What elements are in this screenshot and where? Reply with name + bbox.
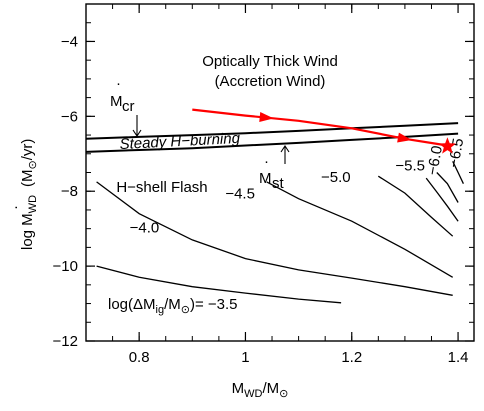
endpoint-star-marker <box>438 137 456 154</box>
contour-label: −5.5 <box>395 158 425 175</box>
evolution-track-line <box>192 108 448 147</box>
mcr-boundary-line <box>85 122 459 140</box>
mst-symbol: M <box>259 170 272 187</box>
contour-line <box>425 177 459 222</box>
contour-line <box>452 161 464 184</box>
mst-annotation: · M st <box>259 145 290 192</box>
hshell-flash-label: H−shell Flash <box>116 179 207 196</box>
y-tick-label: −12 <box>53 333 78 350</box>
contour-label: −6.0 <box>424 144 446 176</box>
x-tick-label: 1.2 <box>341 349 362 366</box>
x-axis-title: MWD/M⊙ <box>232 380 289 400</box>
y-axis-title: log MWD(M⊙/yr) · <box>7 139 39 250</box>
track-arrowhead <box>397 132 412 143</box>
contour-legend: log(ΔMig/M⊙)= −3.5 <box>108 296 238 316</box>
evolution-track <box>192 108 456 154</box>
x-tick-label: 1 <box>241 349 249 366</box>
contour-line <box>96 265 342 304</box>
steady-burning-label: Steady H−burning <box>119 130 241 153</box>
mcr-symbol: M <box>110 93 123 110</box>
mst-dot: · <box>264 153 269 170</box>
wind-label-line1: Optically Thick Wind <box>202 53 338 70</box>
ignition-mass-contours <box>96 161 464 304</box>
x-tick-label: 1.4 <box>448 349 469 366</box>
y-tick-label: −4 <box>61 33 78 50</box>
x-tick-label: 0.8 <box>129 349 150 366</box>
axis-ticks <box>86 4 474 342</box>
mcr-dot: · <box>116 75 121 92</box>
mcr-arrow-head <box>132 129 142 137</box>
y-tick-label: −6 <box>61 108 78 125</box>
y-tick-label: −8 <box>61 183 78 200</box>
contour-label: −5.0 <box>321 169 351 186</box>
svg-text:log MWD(M⊙/yr): log MWD(M⊙/yr) <box>19 139 39 250</box>
wind-label-line2: (Accretion Wind) <box>215 73 326 90</box>
contour-label: −4.0 <box>130 219 160 236</box>
axis-tick-labels: 0.8 1 1.2 1.4 −12 −10 −8 −6 −4 <box>53 33 469 366</box>
y-axis-mdot: · <box>7 205 24 210</box>
mcr-subscript: cr <box>122 98 135 115</box>
track-arrowhead <box>259 112 274 122</box>
y-tick-label: −10 <box>53 258 78 275</box>
mst-subscript: st <box>272 175 285 192</box>
contour-line <box>96 181 453 296</box>
mst-arrow-head <box>280 145 290 153</box>
contour-line <box>377 175 454 237</box>
contour-line <box>266 181 454 278</box>
contour-label: −4.5 <box>225 186 255 203</box>
contour-line <box>436 172 459 203</box>
mcr-annotation: · M cr <box>110 75 142 137</box>
contour-labels: −4.0−4.5−5.0−5.5 −6.0 −6.5 <box>130 137 468 236</box>
